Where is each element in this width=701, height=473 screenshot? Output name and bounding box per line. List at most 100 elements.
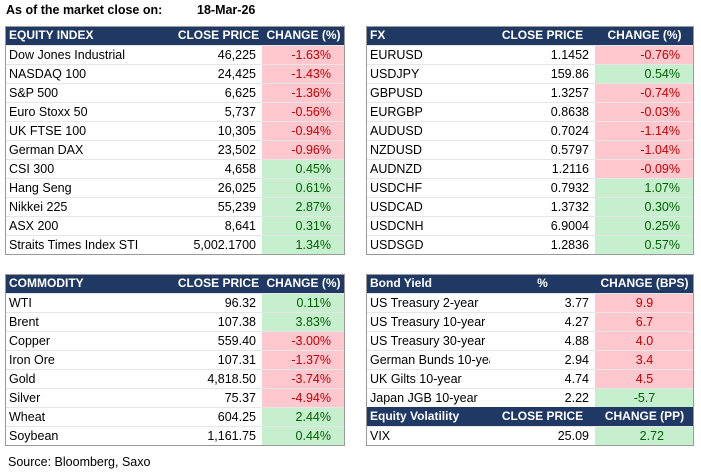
change-value: -4.94%	[262, 388, 345, 407]
close-value: 4.27	[490, 312, 595, 331]
row-name: AUDNZD	[366, 159, 490, 178]
row-name: US Treasury 2-year	[366, 293, 490, 312]
change-value: 0.54%	[595, 64, 694, 83]
panel-border	[5, 26, 345, 255]
close-value: 75.37	[175, 388, 262, 407]
close-value: 23,502	[175, 140, 262, 159]
change-value: 2.72	[595, 426, 694, 445]
close-value: 25.09	[490, 426, 595, 445]
column-header: FX	[370, 28, 386, 42]
header-date: 18-Mar-26	[197, 3, 256, 17]
change-value: 1.34%	[262, 235, 345, 254]
panel-border	[366, 26, 694, 255]
column-header: CLOSE PRICE	[177, 28, 260, 42]
close-value: 1.3732	[490, 197, 595, 216]
row-name: German DAX	[5, 140, 175, 159]
change-value: -0.09%	[595, 159, 694, 178]
close-value: 6,625	[175, 83, 262, 102]
close-value: 0.8638	[490, 102, 595, 121]
row-name: USDSGD	[366, 235, 490, 254]
change-value: 2.44%	[262, 407, 345, 426]
row-name: S&P 500	[5, 83, 175, 102]
close-value: 559.40	[175, 331, 262, 350]
row-name: USDCNH	[366, 216, 490, 235]
change-value: 0.57%	[595, 235, 694, 254]
change-value: 4.0	[595, 331, 694, 350]
close-value: 4.88	[490, 331, 595, 350]
change-value: -0.56%	[262, 102, 345, 121]
close-value: 8,641	[175, 216, 262, 235]
row-name: USDCHF	[366, 178, 490, 197]
change-value: -3.74%	[262, 369, 345, 388]
column-header: EQUITY INDEX	[9, 28, 94, 42]
close-value: 5,737	[175, 102, 262, 121]
close-value: 0.7932	[490, 178, 595, 197]
close-value: 0.5797	[490, 140, 595, 159]
row-name: Soybean	[5, 426, 175, 445]
row-name: EURGBP	[366, 102, 490, 121]
change-value: -1.14%	[595, 121, 694, 140]
column-header: CLOSE PRICE	[501, 28, 584, 42]
row-name: Euro Stoxx 50	[5, 102, 175, 121]
row-name: AUDUSD	[366, 121, 490, 140]
row-name: ASX 200	[5, 216, 175, 235]
close-value: 4,818.50	[175, 369, 262, 388]
row-name: VIX	[366, 426, 490, 445]
row-name: Iron Ore	[5, 350, 175, 369]
change-value: -1.43%	[262, 64, 345, 83]
close-value: 55,239	[175, 197, 262, 216]
change-value: 3.83%	[262, 312, 345, 331]
row-name: Nikkei 225	[5, 197, 175, 216]
close-value: 1.1452	[490, 45, 595, 64]
column-header: CHANGE (%)	[607, 28, 682, 42]
change-value: -3.00%	[262, 331, 345, 350]
close-value: 2.22	[490, 388, 595, 407]
close-value: 107.38	[175, 312, 262, 331]
row-name: NASDAQ 100	[5, 64, 175, 83]
column-header: CLOSE PRICE	[501, 409, 584, 423]
panel-border	[5, 274, 345, 446]
change-value: 1.07%	[595, 178, 694, 197]
close-value: 5,002.1700	[175, 235, 262, 254]
column-header: Equity Volatility	[370, 409, 460, 423]
change-value: 0.61%	[262, 178, 345, 197]
column-header: Bond Yield	[370, 276, 433, 290]
change-value: 0.31%	[262, 216, 345, 235]
row-name: Brent	[5, 312, 175, 331]
close-value: 107.31	[175, 350, 262, 369]
column-header: CLOSE PRICE	[177, 276, 260, 290]
change-value: -0.03%	[595, 102, 694, 121]
row-name: CSI 300	[5, 159, 175, 178]
row-name: Dow Jones Industrial	[5, 45, 175, 64]
close-value: 0.7024	[490, 121, 595, 140]
change-value: -1.36%	[262, 83, 345, 102]
close-value: 24,425	[175, 64, 262, 83]
change-value: 3.4	[595, 350, 694, 369]
header-bg	[5, 26, 345, 45]
column-header: CHANGE (%)	[266, 28, 341, 42]
row-name: UK Gilts 10-year	[366, 369, 490, 388]
change-value: 9.9	[595, 293, 694, 312]
row-name: USDCAD	[366, 197, 490, 216]
column-header: %	[537, 276, 548, 290]
row-name: Silver	[5, 388, 175, 407]
close-value: 46,225	[175, 45, 262, 64]
row-name: Straits Times Index STI	[5, 235, 175, 254]
header-bg	[366, 26, 694, 45]
close-value: 26,025	[175, 178, 262, 197]
close-value: 3.77	[490, 293, 595, 312]
close-value: 1.2116	[490, 159, 595, 178]
column-header: CHANGE (%)	[266, 276, 341, 290]
close-value: 4,658	[175, 159, 262, 178]
row-name: NZDUSD	[366, 140, 490, 159]
close-value: 159.86	[490, 64, 595, 83]
panel-border	[366, 274, 694, 446]
change-value: -5.7	[595, 388, 694, 407]
close-value: 2.94	[490, 350, 595, 369]
close-value: 10,305	[175, 121, 262, 140]
close-value: 1.2836	[490, 235, 595, 254]
change-value: -1.63%	[262, 45, 345, 64]
change-value: 0.30%	[595, 197, 694, 216]
change-value: -1.04%	[595, 140, 694, 159]
row-name: Copper	[5, 331, 175, 350]
